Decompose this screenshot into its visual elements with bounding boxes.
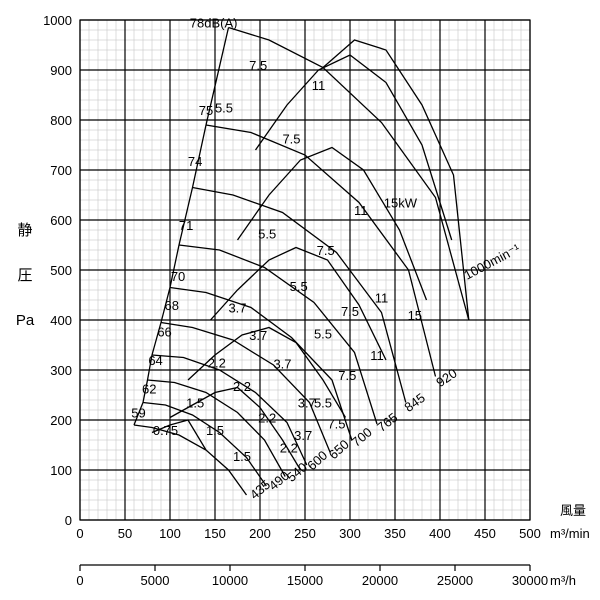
svg-text:100: 100 (159, 526, 181, 541)
svg-text:0: 0 (76, 573, 83, 588)
svg-text:1000: 1000 (43, 13, 72, 28)
svg-text:20000: 20000 (362, 573, 398, 588)
noise-label: 78dB(A) (190, 16, 238, 31)
svg-text:15000: 15000 (287, 573, 323, 588)
power-label: 3.7 (249, 328, 267, 343)
power-label: 7.5 (249, 58, 267, 73)
noise-label: 64 (148, 353, 162, 368)
noise-label: 71 (179, 218, 193, 233)
power-label: 1.5 (233, 449, 251, 464)
power-label: 5.5 (290, 279, 308, 294)
power-label: 7.5 (338, 368, 356, 383)
svg-text:600: 600 (50, 213, 72, 228)
noise-label: 70 (171, 269, 185, 284)
svg-text:450: 450 (474, 526, 496, 541)
power-label: 3.7 (294, 428, 312, 443)
power-label: 7.5 (317, 243, 335, 258)
y-axis-label: 静 (17, 222, 32, 239)
svg-text:700: 700 (50, 163, 72, 178)
power-label: 11 (354, 203, 368, 218)
svg-text:300: 300 (339, 526, 361, 541)
power-label: 5.5 (314, 396, 332, 411)
svg-text:5000: 5000 (141, 573, 170, 588)
svg-text:m³/h: m³/h (550, 573, 576, 588)
power-label: 11 (312, 78, 326, 93)
power-label: 3.7 (228, 301, 246, 316)
svg-text:100: 100 (50, 463, 72, 478)
power-label: 0.75 (153, 423, 178, 438)
power-label: 3.7 (273, 357, 291, 372)
svg-text:250: 250 (294, 526, 316, 541)
svg-text:200: 200 (249, 526, 271, 541)
svg-text:900: 900 (50, 63, 72, 78)
svg-text:50: 50 (118, 526, 132, 541)
fan-performance-chart: 0501001502002503003504004505000100200300… (0, 0, 600, 600)
noise-label: 59 (131, 406, 145, 421)
power-label: 2.2 (233, 379, 251, 394)
svg-text:10000: 10000 (212, 573, 248, 588)
power-label: 5.5 (258, 227, 276, 242)
svg-text:m³/min: m³/min (550, 526, 590, 541)
power-label: 2.2 (208, 356, 226, 371)
power-label: 5.5 (215, 101, 233, 116)
svg-text:30000: 30000 (512, 573, 548, 588)
power-label: 7.5 (341, 304, 359, 319)
power-label: 11 (375, 291, 389, 306)
svg-text:500: 500 (50, 263, 72, 278)
svg-text:0: 0 (76, 526, 83, 541)
chart-container: 0501001502002503003504004505000100200300… (0, 0, 600, 600)
power-label: 2.2 (258, 411, 276, 426)
noise-label: 62 (142, 382, 156, 397)
power-label: 5.5 (314, 327, 332, 342)
power-label: 7.5 (282, 132, 300, 147)
noise-label: 75 (199, 103, 213, 118)
svg-text:200: 200 (50, 413, 72, 428)
power-label: 11 (370, 348, 384, 363)
noise-label: 74 (188, 154, 202, 169)
y-axis-label: Pa (16, 312, 35, 329)
power-label: 15 (408, 308, 422, 323)
noise-label: 68 (165, 298, 179, 313)
svg-text:400: 400 (50, 313, 72, 328)
svg-text:300: 300 (50, 363, 72, 378)
svg-text:800: 800 (50, 113, 72, 128)
power-label: 7.5 (327, 417, 345, 432)
svg-text:25000: 25000 (437, 573, 473, 588)
svg-text:0: 0 (65, 513, 72, 528)
svg-text:500: 500 (519, 526, 541, 541)
noise-label: 66 (157, 325, 171, 340)
svg-text:150: 150 (204, 526, 226, 541)
power-label: 15kW (384, 196, 418, 211)
power-label: 1.5 (186, 396, 204, 411)
svg-text:400: 400 (429, 526, 451, 541)
svg-text:350: 350 (384, 526, 406, 541)
x-axis-label: 風量 (560, 503, 586, 518)
power-label: 1.5 (206, 423, 224, 438)
y-axis-label: 圧 (17, 267, 32, 284)
